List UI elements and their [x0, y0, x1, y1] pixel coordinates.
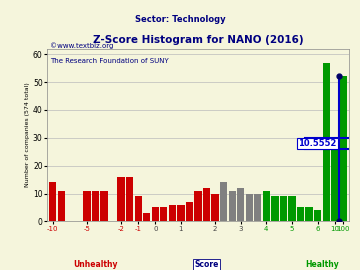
- Title: Z-Score Histogram for NANO (2016): Z-Score Histogram for NANO (2016): [93, 35, 303, 45]
- Text: The Research Foundation of SUNY: The Research Foundation of SUNY: [50, 58, 169, 64]
- Bar: [339, 76, 347, 221]
- Bar: [254, 194, 261, 221]
- Bar: [280, 196, 287, 221]
- Bar: [314, 210, 321, 221]
- Bar: [117, 177, 125, 221]
- Bar: [237, 188, 244, 221]
- Bar: [194, 191, 202, 221]
- Bar: [220, 182, 227, 221]
- Bar: [177, 205, 185, 221]
- Bar: [143, 213, 150, 221]
- Bar: [203, 188, 210, 221]
- Bar: [100, 191, 108, 221]
- Bar: [83, 191, 91, 221]
- Y-axis label: Number of companies (574 total): Number of companies (574 total): [25, 83, 30, 187]
- Text: Healthy: Healthy: [305, 261, 339, 269]
- Text: ©www.textbiz.org: ©www.textbiz.org: [50, 42, 114, 49]
- Bar: [92, 191, 99, 221]
- Bar: [211, 194, 219, 221]
- Bar: [271, 196, 279, 221]
- Bar: [229, 191, 236, 221]
- Text: Unhealthy: Unhealthy: [73, 261, 118, 269]
- Bar: [288, 196, 296, 221]
- Bar: [305, 207, 313, 221]
- Bar: [186, 202, 193, 221]
- Text: Sector: Technology: Sector: Technology: [135, 15, 225, 24]
- Text: Score: Score: [194, 261, 219, 269]
- Bar: [331, 141, 338, 221]
- Bar: [246, 194, 253, 221]
- Bar: [323, 63, 330, 221]
- Bar: [49, 182, 57, 221]
- Bar: [263, 191, 270, 221]
- Text: 10.5552: 10.5552: [298, 139, 336, 148]
- Bar: [152, 207, 159, 221]
- Bar: [297, 207, 304, 221]
- Bar: [58, 191, 65, 221]
- Bar: [160, 207, 167, 221]
- Bar: [169, 205, 176, 221]
- Bar: [135, 196, 142, 221]
- Bar: [126, 177, 133, 221]
